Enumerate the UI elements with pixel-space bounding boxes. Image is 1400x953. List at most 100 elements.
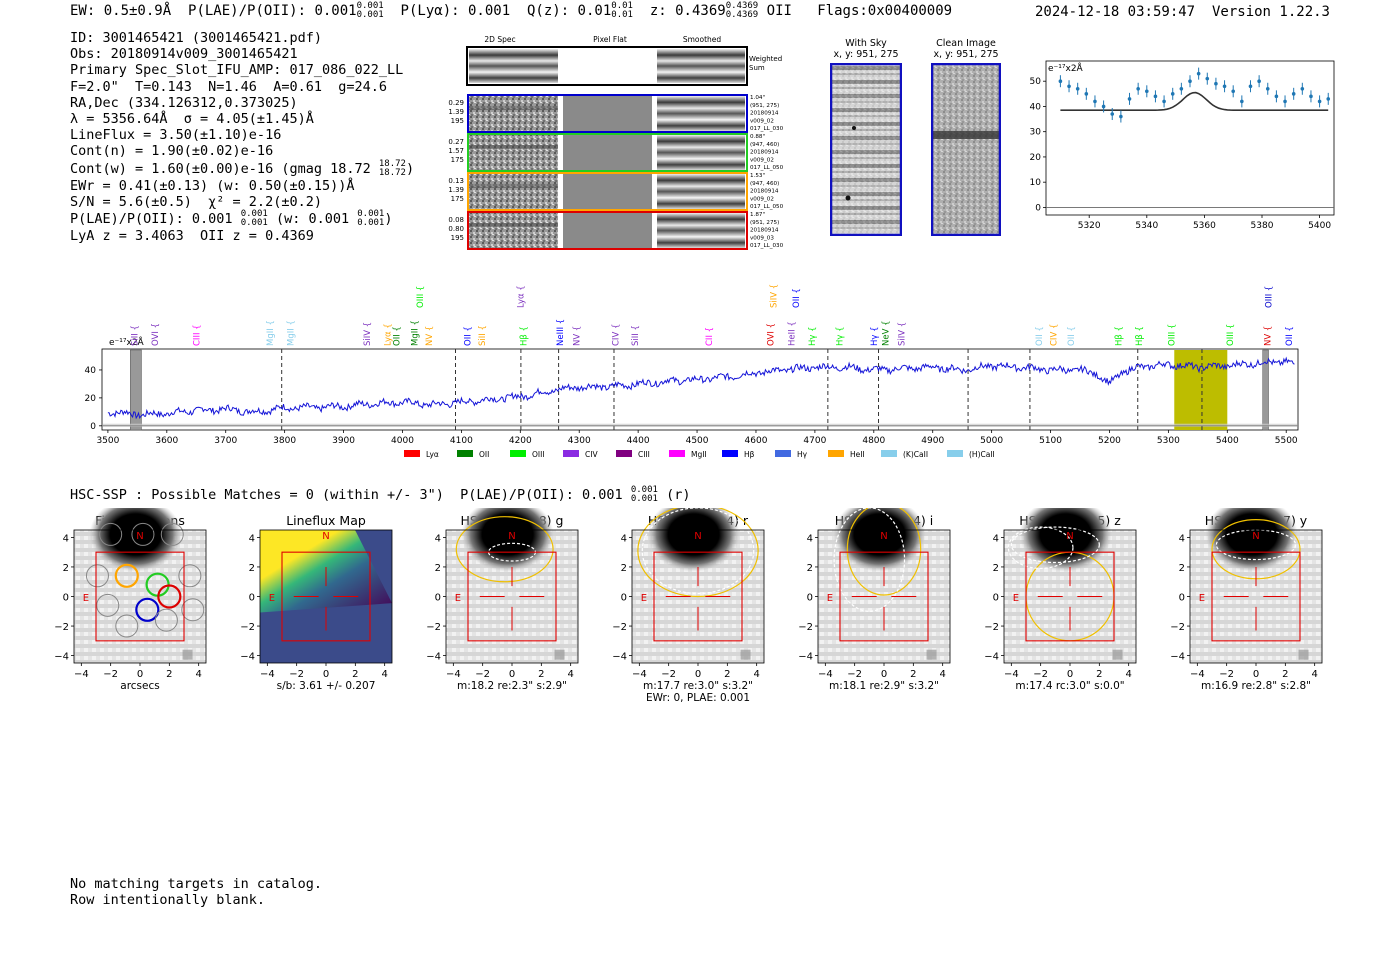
emission-line-label: NV { [572,326,582,346]
full-plot-frame [101,348,1299,431]
upper-emission-label: OIII { [1265,286,1275,308]
cutout-row-right-label: 017_LL_030 [750,243,784,249]
full-x-tick-label: 3700 [214,436,237,446]
hsc-y-tick-label: 2 [621,563,627,574]
hsc-y-tick-label: 4 [249,533,255,544]
hsc-y-tick-label: −4 [426,652,441,663]
hsc-x-tick-label: −2 [1033,669,1048,680]
hsc-y-tick-label: 0 [807,593,813,604]
hsc-y-tick-label: −2 [54,622,69,633]
hsc-y-tick-label: 4 [435,533,441,544]
info-plae-text: P(LAE)/P(OII): 0.001 [70,211,233,228]
cutout-row-right-label: 20180914 [750,111,779,117]
compass-east: E [455,593,461,604]
full-x-tick-label: 4700 [803,436,826,446]
hsc-y-tick-label: 0 [1179,593,1185,604]
hsc-x-tick-label: 4 [381,669,387,680]
cutout-row-left-label: 1.39 [448,108,464,116]
hsc-panel-group: Fiber PositionsNE−4−4−2−2002244arcsecsLi… [54,508,1323,704]
info-primary: Primary Spec_Slot_IFU_AMP: 017_086_022_L… [70,62,404,79]
cutout-row-right-label: (947, 460) [750,142,779,148]
header-z-line: OII [766,3,792,19]
hsc-y-tick-label: −2 [798,622,813,633]
legend-label: OIII [532,450,545,459]
cutout-row-left-label: 195 [451,234,464,242]
hsc-panel-caption: m:17.4 rc:3.0" s:0.0" [1015,680,1124,692]
hsc-y-tick-label: 2 [249,563,255,574]
bright-source [647,508,740,572]
cutout-row-right-label: 017_LL_050 [750,165,784,171]
emission-line-label: CIII { [192,324,202,346]
full-x-tick-label: 3600 [155,436,178,446]
masked-region [130,349,142,431]
header-datetime: 2024-12-18 03:59:47 [1034,4,1196,20]
zoom-data-point [1300,86,1305,91]
compass-north: N [880,531,887,542]
info-plae-w: (w: 0.001 [275,211,350,228]
hsc-y-tick-label: 2 [1179,563,1185,574]
full-y-tick-label: 0 [90,422,96,432]
full-axis-ticks: 3500 3600 3700 3800 3900 4000 4100 4200 4300 4400… [85,366,1298,446]
legend-swatch [669,450,685,457]
hsc-x-tick-label: 2 [1096,669,1102,680]
hsc-y-tick-label: 4 [63,533,69,544]
selection-box [1211,551,1301,642]
bright-source [461,508,554,572]
zoom-data-point [1179,86,1184,91]
header-plae-sup: 0.001 [356,1,384,11]
hsc-x-tick-label: −4 [632,669,647,680]
aperture-ellipse [846,508,922,596]
full-x-tick-label: 4600 [745,436,768,446]
cutout-row-left-label: 175 [451,195,464,203]
hsc-y-tick-label: −2 [984,622,999,633]
hsc-x-tick-label: −4 [446,669,461,680]
info-lya-oii: LyA z = 3.4063 OII z = 0.4369 [70,228,314,245]
footer-line-2: Row intentionally blank. [70,892,266,908]
header-z: z: 0.4369 [649,3,726,19]
cutout-col-smooth: Smoothed [683,35,722,44]
faint-source [1298,649,1309,660]
weighted-sum-label-1: Weighted [749,55,782,63]
legend-label: Hβ [744,450,755,459]
cutout-smooth-image [657,174,745,209]
info-contw-sup: 18.72 [378,158,406,169]
faint-source [1112,649,1123,660]
emission-line-label: NV { [1263,326,1273,346]
hsc-panel-caption: m:16.9 re:2.8" s:2.8" [1201,680,1311,692]
header-z-sub: 0.4369 [725,10,759,20]
full-x-tick-label: 5400 [1216,436,1239,446]
cutout-row-left-label: 195 [451,117,464,125]
cutout-row-right-label: 0.88" [750,134,765,140]
header-flags: Flags:0x00400009 [817,3,953,19]
hsc-panel: Lineflux Map N E −4 −4 −2 −2 0 0 2 2 4 4 s/b: 3.61 +/… [240,513,393,692]
zoom-data-point [1110,112,1115,116]
cutout-row-right-label: 20180914 [750,228,779,234]
emission-line-label: SiII { [130,325,140,346]
hsc-x-tick-label: −4 [818,669,833,680]
cutout-col-flat: Pixel Flat [593,35,627,44]
upper-emission-label: Lyα { [516,285,526,308]
emission-line-label: OIII { [1167,324,1177,346]
zoom-fit-model [1060,91,1329,111]
info-plae-w-sup: 0.001 [357,209,385,220]
zoom-data-point [1309,94,1313,99]
zoom-axis-ticks: 5320 5340 5360 5380 5400 0 10 20 30 40 50 [1030,77,1332,231]
legend-swatch [510,450,526,457]
header-plya: P(Lyα): 0.001 [400,3,511,19]
hsc-y-tick-label: 2 [63,563,69,574]
full-x-tick-label: 4000 [391,436,414,446]
cutout-2d-band [469,223,558,227]
cutout-row-left-label: 175 [451,156,464,164]
fiber-ring [135,597,160,622]
zoom-data-point [1240,99,1244,104]
zoom-x-tick-label: 5340 [1135,221,1158,231]
zoom-data-point [1214,81,1218,86]
zoom-y-tick-label: 20 [1030,153,1042,163]
info-lineflux: LineFlux = 3.50(±1.10)e-16 [70,127,282,144]
full-x-tick-label: 5200 [1098,436,1121,446]
emission-line-label: Hγ { [808,326,818,346]
emission-line-label: MgII { [266,320,276,346]
cutout-2d-image [469,135,558,170]
hsc-y-tick-label: 4 [993,533,999,544]
